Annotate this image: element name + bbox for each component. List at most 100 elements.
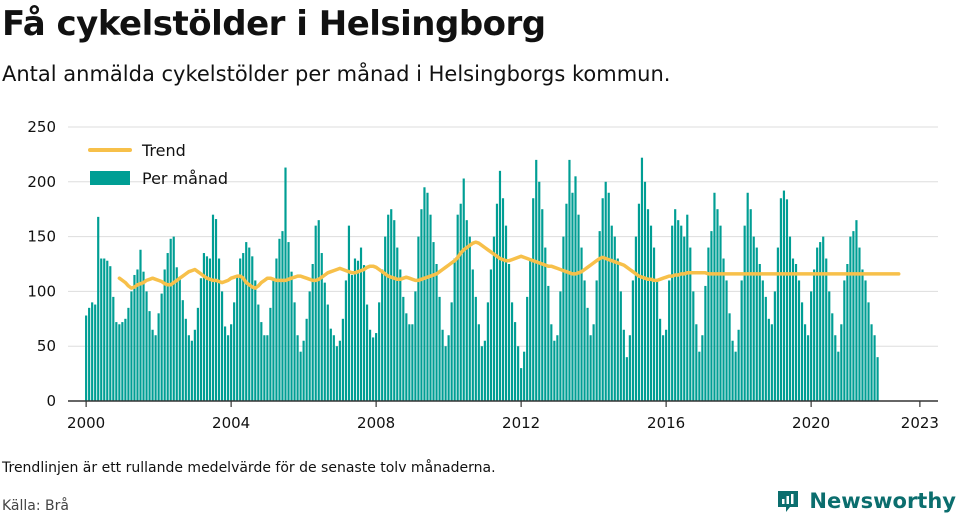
y-tick-label: 200: [27, 173, 56, 191]
brand-name: Newsworthy: [809, 489, 956, 513]
bar: [471, 269, 474, 401]
x-tick-label: 2000: [67, 414, 105, 432]
bar: [302, 340, 305, 401]
bar: [139, 249, 142, 401]
bar: [822, 236, 825, 401]
bar: [876, 357, 879, 401]
bar: [770, 324, 773, 401]
legend-bars-label: Per månad: [142, 169, 228, 188]
bar: [447, 335, 450, 401]
bar: [541, 209, 544, 401]
bar: [405, 313, 408, 401]
y-tick-label: 150: [27, 228, 56, 246]
bar: [208, 258, 212, 401]
bar: [417, 236, 420, 401]
bar: [710, 231, 713, 401]
bar: [761, 280, 764, 401]
bar: [598, 231, 601, 401]
bar: [356, 260, 360, 401]
bar: [520, 368, 523, 401]
bar: [773, 291, 776, 401]
bar: [840, 324, 843, 401]
bar: [347, 225, 351, 401]
x-tick-label: 2004: [212, 414, 250, 432]
bar: [196, 307, 199, 401]
bar: [202, 253, 206, 401]
bar: [435, 264, 438, 401]
bar: [257, 304, 260, 401]
bar: [423, 187, 426, 401]
bar: [562, 236, 565, 401]
bar: [725, 280, 728, 401]
x-tick-label: 2012: [502, 414, 540, 432]
bar: [396, 247, 399, 401]
bar: [737, 329, 740, 401]
bar: [393, 220, 396, 401]
bar: [758, 264, 761, 401]
bar: [746, 192, 749, 401]
bar: [852, 231, 855, 401]
bar: [610, 225, 613, 401]
chart-subtitle: Antal anmälda cykelstölder per månad i H…: [2, 62, 671, 86]
bar: [794, 264, 798, 401]
bar: [695, 324, 698, 401]
bar: [115, 322, 118, 401]
bar: [559, 291, 562, 401]
bar: [589, 335, 592, 401]
bar: [236, 274, 239, 401]
bar: [861, 269, 864, 401]
bar: [791, 258, 795, 401]
x-tick-label: 2023: [901, 414, 939, 432]
bar: [220, 291, 224, 401]
bar: [239, 258, 242, 401]
bar: [665, 329, 668, 401]
bar: [538, 181, 541, 401]
bar: [662, 335, 665, 401]
bar: [474, 296, 477, 401]
brand-logo: Newsworthy: [775, 488, 956, 514]
bar: [800, 302, 804, 401]
bar: [157, 313, 160, 401]
bar: [643, 181, 647, 401]
bar: [674, 209, 677, 401]
bar: [507, 264, 511, 401]
bar: [501, 198, 505, 401]
bar: [408, 324, 411, 401]
bar: [583, 280, 586, 401]
bar: [634, 236, 638, 401]
bar: [100, 258, 103, 401]
x-tick-label: 2016: [647, 414, 685, 432]
bar: [701, 335, 704, 401]
bar: [275, 258, 278, 401]
bar: [145, 291, 148, 401]
bar: [178, 278, 181, 401]
bar: [604, 181, 607, 401]
bar: [646, 209, 650, 401]
bar: [362, 265, 366, 401]
bar: [873, 335, 876, 401]
bar: [677, 220, 680, 401]
x-tick-label: 2008: [357, 414, 395, 432]
bar: [245, 242, 248, 401]
bar: [586, 307, 589, 401]
bar: [607, 192, 610, 401]
bar: [299, 351, 302, 401]
bar: [752, 236, 755, 401]
bar: [230, 324, 233, 401]
bar: [130, 291, 133, 401]
bar: [776, 247, 779, 401]
bar: [716, 209, 719, 401]
bar: [568, 159, 571, 401]
bar: [704, 285, 707, 401]
bar: [112, 296, 115, 401]
bar: [601, 198, 604, 401]
bar: [550, 324, 553, 401]
bar: [260, 322, 263, 401]
bar: [803, 324, 807, 401]
bar: [444, 346, 447, 401]
bar: [807, 335, 810, 401]
bar: [529, 258, 532, 401]
bar: [544, 247, 547, 401]
bar: [136, 269, 139, 401]
